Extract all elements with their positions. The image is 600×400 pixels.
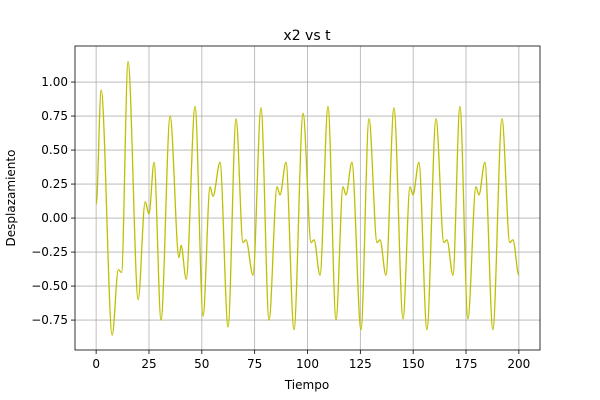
y-tick-label: 0.00 [41,211,68,225]
x-tick-label: 175 [455,357,478,371]
x-tick-label: 100 [296,357,319,371]
y-tick-label: 0.50 [41,143,68,157]
x-tick-label: 0 [92,357,100,371]
y-tick-label: 0.75 [41,109,68,123]
x-tick-label: 150 [402,357,425,371]
y-axis-label: Desplazamiento [4,150,18,247]
data-line [95,60,520,336]
y-tick-label: −0.25 [31,245,68,259]
y-tick-label: −0.50 [31,279,68,293]
x-tick-label: 125 [349,357,372,371]
chart-title: x2 vs t [283,28,331,44]
x-tick-label: 75 [247,357,262,371]
y-tick-label: 1.00 [41,75,68,89]
plot-frame [74,45,541,351]
x-tick-label: 50 [194,357,209,371]
x-tick-label: 200 [507,357,530,371]
y-tick-label: −0.75 [31,313,68,327]
x-tick-label: 25 [141,357,156,371]
y-tick-label: 0.25 [41,177,68,191]
x-axis-label: Tiempo [284,378,329,392]
